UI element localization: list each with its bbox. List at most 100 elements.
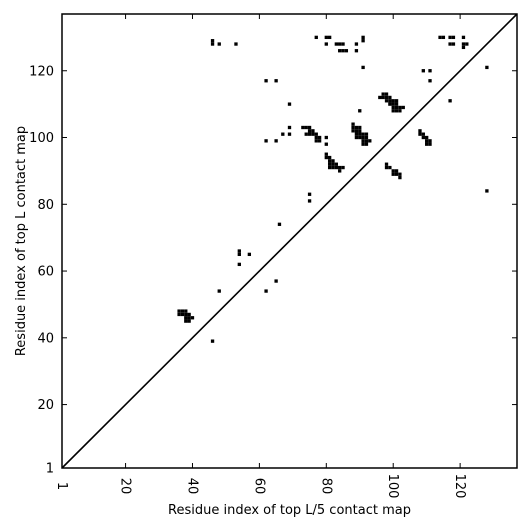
contact-point: [324, 35, 328, 40]
contact-point: [451, 42, 456, 46]
contact-point: [331, 165, 335, 170]
contact-point: [398, 175, 402, 180]
x-axis-label: Residue index of top L/5 contact map: [168, 503, 411, 518]
contact-point: [391, 109, 395, 113]
contact-point: [314, 135, 318, 140]
contact-point: [361, 35, 365, 40]
contact-point: [364, 142, 369, 146]
contact-point: [384, 92, 389, 96]
contact-point: [398, 105, 402, 110]
contact-point: [334, 162, 338, 166]
contact-point: [388, 102, 392, 106]
contact-point: [391, 169, 395, 173]
contact-point: [368, 139, 372, 143]
x-tick-label: 100: [385, 474, 400, 499]
contact-point: [361, 139, 365, 143]
contact-point: [361, 39, 365, 43]
contact-point: [314, 132, 318, 136]
contact-point: [334, 165, 338, 170]
contact-point: [361, 135, 365, 140]
contact-point: [184, 309, 188, 313]
contact-point: [324, 142, 328, 146]
contact-point: [384, 95, 389, 100]
contact-point: [425, 142, 429, 146]
y-tick-label: 120: [29, 64, 54, 79]
contact-point: [381, 92, 385, 96]
contact-point: [398, 172, 402, 176]
y-tick-label: 40: [37, 331, 54, 346]
contact-point: [264, 79, 268, 83]
contact-point: [428, 142, 432, 146]
contact-point: [210, 39, 215, 43]
y-axis-label: Residue index of top L contact map: [14, 126, 29, 356]
contact-point: [237, 262, 241, 267]
contact-point: [418, 132, 422, 136]
contact-point: [190, 316, 195, 320]
contact-point: [287, 125, 292, 130]
contact-point: [327, 155, 332, 160]
contact-point: [358, 109, 362, 113]
contact-point: [177, 312, 181, 317]
contact-point: [394, 102, 399, 106]
contact-point: [421, 135, 425, 140]
contact-point: [334, 42, 338, 46]
contact-point: [317, 135, 322, 140]
contact-point: [184, 312, 188, 317]
contact-point: [388, 165, 392, 170]
contact-point: [354, 129, 359, 133]
contact-point: [217, 289, 221, 293]
contact-point: [187, 312, 191, 317]
contact-point: [451, 35, 456, 40]
contact-point: [287, 132, 292, 136]
y-tick-label: 100: [29, 131, 54, 146]
y-tick-label: 20: [37, 398, 54, 413]
contact-point: [354, 42, 359, 46]
x-tick-label: 1: [54, 482, 69, 490]
x-axis-ticks: 1 20 40 60 80 100 120: [54, 14, 467, 498]
contact-point: [264, 139, 268, 143]
contact-point: [461, 35, 466, 40]
contact-point: [327, 162, 332, 166]
contact-point: [441, 35, 446, 40]
contact-point: [317, 139, 322, 143]
contact-point: [324, 42, 328, 46]
contact-point: [461, 45, 466, 50]
contact-point: [358, 129, 362, 133]
contact-point: [331, 159, 335, 163]
contact-point: [448, 35, 452, 40]
contact-point: [217, 42, 221, 46]
contact-point: [354, 125, 359, 130]
y-tick-label: 80: [37, 198, 54, 213]
contact-point: [384, 99, 389, 103]
contact-point: [210, 339, 215, 343]
contact-point: [327, 159, 332, 163]
contact-point: [234, 42, 238, 46]
contact-point: [187, 319, 191, 323]
contact-point: [428, 139, 432, 143]
contact-point: [361, 65, 365, 70]
contact-point: [425, 135, 429, 140]
contact-point: [448, 42, 452, 46]
contact-point: [180, 312, 185, 317]
contact-point: [358, 135, 362, 140]
contact-point: [314, 35, 318, 40]
contact-point: [421, 132, 425, 136]
contact-point: [264, 289, 268, 293]
x-tick-label: 20: [118, 478, 133, 495]
diagonal-line: [61, 13, 518, 469]
contact-point: [394, 109, 399, 113]
contact-point: [448, 99, 452, 103]
contact-point: [384, 162, 389, 166]
contact-point: [180, 309, 185, 313]
contact-point: [307, 129, 312, 133]
contact-point: [391, 105, 395, 110]
contact-point: [311, 129, 315, 133]
contact-points: [177, 35, 489, 343]
contact-point: [338, 49, 342, 53]
contact-point: [341, 165, 345, 170]
contact-point: [324, 152, 328, 156]
contact-point: [354, 135, 359, 140]
contact-point: [388, 99, 392, 103]
contact-point: [381, 95, 385, 100]
